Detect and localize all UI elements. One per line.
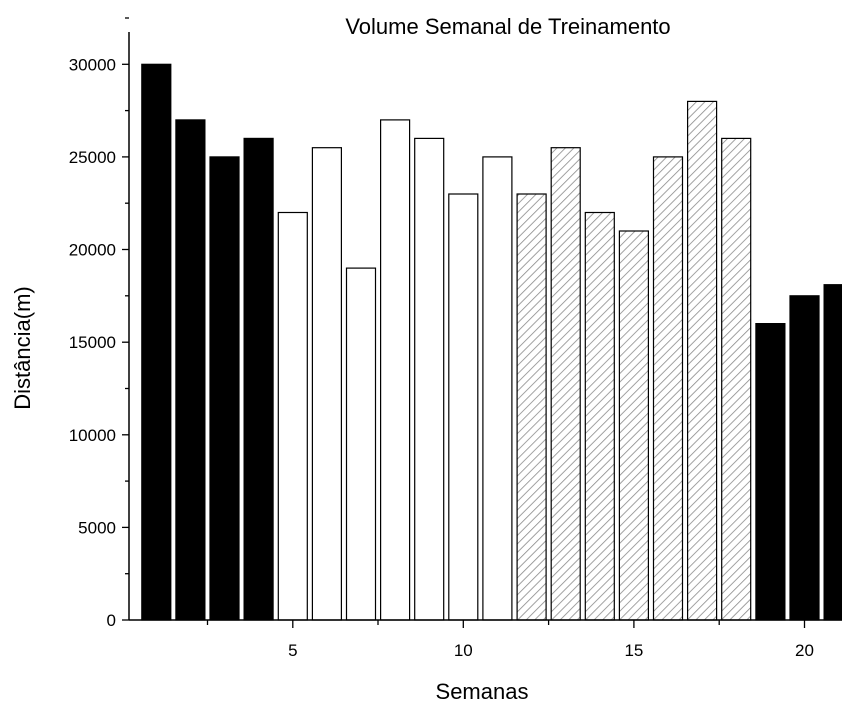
bar-week-17 [686,100,718,621]
y-axis-title: Distância(m) [10,286,35,409]
bar-week-21 [823,284,842,621]
bar-week-2 [175,119,206,621]
y-tick-label: 15000 [69,333,116,352]
y-tick-label: 20000 [69,241,116,260]
bar-week-8 [380,119,411,621]
bar-week-6 [311,147,342,621]
bar-week-11 [482,156,513,621]
bar-week-19 [755,323,786,621]
bar-week-10 [448,193,479,621]
y-tick-label: 5000 [78,518,116,537]
y-tick-label: 30000 [69,55,116,74]
bar-week-1 [141,63,172,621]
x-tick-label: 5 [288,641,297,660]
bar-week-12 [516,193,547,621]
y-tick-label: 10000 [69,426,116,445]
x-tick-label: 15 [624,641,643,660]
bar-week-7 [345,267,377,621]
axes-group: 0 5000 10000 15000 20000 25000 30000 5 10 15 20 [69,17,842,660]
bar-week-20 [789,295,820,621]
bar-week-9 [414,137,445,621]
bar-week-16 [652,156,684,621]
x-tick-label: 20 [795,641,814,660]
bar-week-5 [277,211,308,621]
y-tick-label: 25000 [69,148,116,167]
bar-week-3 [209,156,240,621]
x-axis-title: Semanas [436,679,529,704]
bar-week-4 [243,137,274,621]
y-tick-label: 0 [107,611,116,630]
bar-week-18 [721,137,752,621]
bars-group [141,63,842,621]
bar-week-14 [584,211,615,621]
chart-title: Volume Semanal de Treinamento [345,14,670,39]
bar-week-13 [550,147,581,621]
x-tick-label: 10 [454,641,473,660]
bar-week-15 [618,230,650,621]
